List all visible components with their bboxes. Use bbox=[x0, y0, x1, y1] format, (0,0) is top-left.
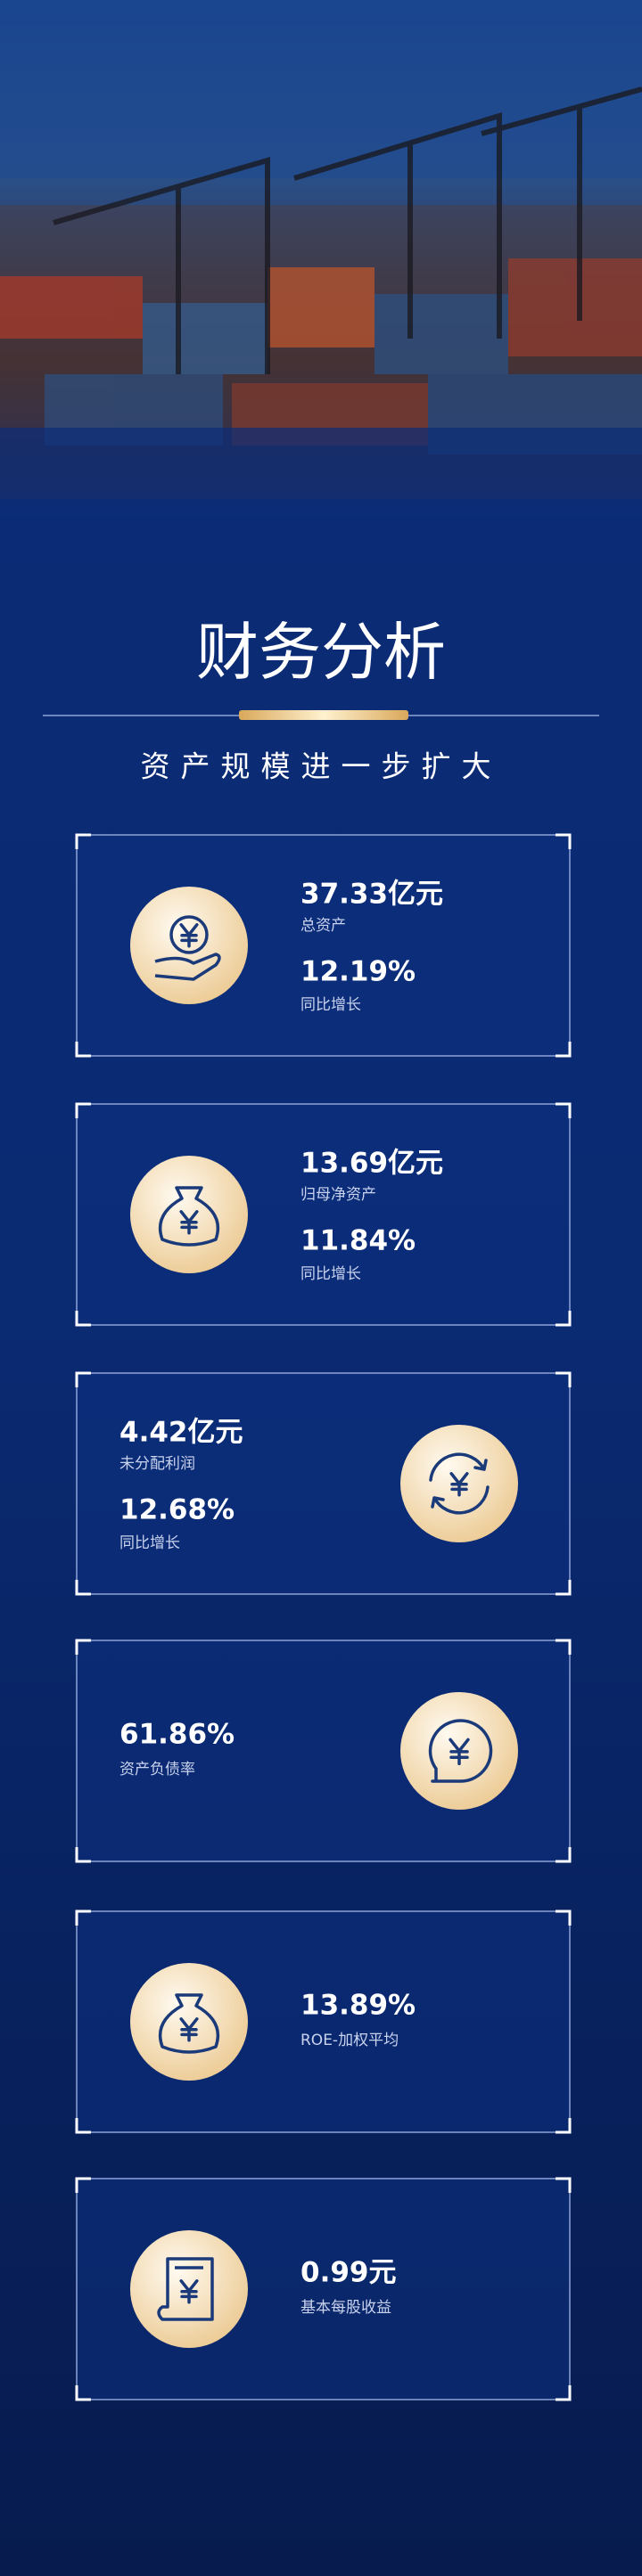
value: 11.84% bbox=[300, 1225, 416, 1257]
card-corners bbox=[75, 1910, 572, 2134]
card: 13.89% ROE-加权平均 bbox=[75, 1910, 572, 2134]
coin bbox=[169, 915, 209, 954]
card-corners bbox=[75, 1102, 572, 1327]
label: 同比增长 bbox=[300, 996, 361, 1014]
label: 同比增长 bbox=[300, 1265, 361, 1283]
cycle-arrows bbox=[429, 1452, 490, 1515]
icon-circle bbox=[130, 1156, 248, 1273]
label: ROE-加权平均 bbox=[300, 2032, 399, 2049]
hero-image bbox=[0, 0, 642, 517]
card-corners bbox=[75, 1371, 572, 1596]
subtitle: 资产规模进一步扩大 bbox=[141, 749, 502, 784]
icon-circle bbox=[130, 1963, 248, 2081]
yen-symbol bbox=[179, 2279, 199, 2304]
value: 61.86% bbox=[119, 1719, 235, 1751]
page-title: 财务分析 bbox=[196, 616, 446, 689]
value: 37.33亿元 bbox=[300, 879, 443, 911]
return-arrow bbox=[428, 1719, 493, 1783]
label: 未分配利润 bbox=[119, 1455, 195, 1473]
value: 12.19% bbox=[300, 956, 416, 988]
yen-symbol bbox=[179, 1210, 199, 1235]
card-corners bbox=[75, 1639, 572, 1863]
value: 13.89% bbox=[300, 1990, 416, 2022]
label: 同比增长 bbox=[119, 1534, 180, 1552]
value: 4.42亿元 bbox=[119, 1417, 243, 1449]
value: 0.99元 bbox=[300, 2257, 397, 2289]
label: 归母净资产 bbox=[300, 1186, 376, 1204]
yen-symbol bbox=[179, 923, 199, 948]
gold-bar bbox=[239, 710, 408, 720]
card: 61.86% 资产负债率 bbox=[75, 1639, 572, 1863]
value: 13.69亿元 bbox=[300, 1148, 443, 1180]
scroll bbox=[157, 2257, 214, 2321]
label: 资产负债率 bbox=[119, 1761, 195, 1779]
yen-symbol bbox=[449, 1738, 470, 1766]
value: 12.68% bbox=[119, 1494, 235, 1526]
card-corners bbox=[75, 833, 572, 1058]
money-bag bbox=[158, 1186, 220, 1247]
money-bag bbox=[158, 1993, 220, 2054]
yen-symbol bbox=[449, 1472, 469, 1497]
card-corners bbox=[75, 2177, 572, 2401]
yen-symbol bbox=[179, 2017, 199, 2042]
hand bbox=[154, 953, 221, 981]
label: 总资产 bbox=[300, 917, 346, 935]
label: 基本每股收益 bbox=[300, 2299, 391, 2317]
